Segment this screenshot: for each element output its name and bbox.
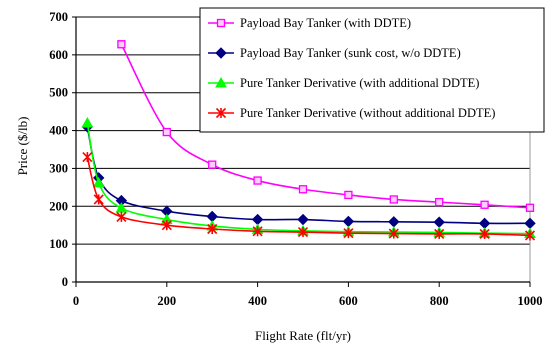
data-point <box>208 160 217 169</box>
series-0 <box>117 40 535 212</box>
y-tick-label: 400 <box>49 124 68 138</box>
y-tick-label: 700 <box>49 10 68 24</box>
y-axis-title: Price ($/lb) <box>15 117 30 176</box>
data-point <box>433 216 445 228</box>
legend-item: Pure Tanker Derivative (with additional … <box>208 76 479 90</box>
axes: 0 100 200 300 400 500 600 700 0 200 400 600 800 1000 <box>49 10 542 308</box>
data-point <box>93 194 104 205</box>
legend-marker <box>215 47 227 59</box>
data-point <box>524 230 536 241</box>
y-tick-label: 0 <box>62 275 68 289</box>
x-tick-label: 0 <box>73 294 79 308</box>
x-tick-label: 600 <box>339 294 358 308</box>
data-point <box>207 223 218 235</box>
y-tick-label: 300 <box>49 161 68 175</box>
x-axis-title: Flight Rate (flt/yr) <box>255 328 351 343</box>
legend-label: Pure Tanker Derivative (with additional … <box>240 76 479 90</box>
data-point <box>92 176 105 188</box>
data-point <box>343 228 354 239</box>
data-point <box>389 195 398 204</box>
data-point <box>117 40 126 49</box>
data-point <box>82 152 93 163</box>
legend-marker <box>216 18 226 28</box>
series-1 <box>81 121 536 230</box>
y-tick-label: 500 <box>49 86 68 100</box>
y-tick-label: 600 <box>49 48 68 62</box>
legend-marker <box>215 76 227 88</box>
x-tick-label: 1000 <box>518 294 543 308</box>
data-point <box>344 190 353 200</box>
data-point <box>297 213 309 226</box>
x-tick-label: 200 <box>157 294 176 308</box>
legend-marker <box>215 107 227 119</box>
data-point <box>81 116 94 128</box>
data-point <box>253 176 262 185</box>
data-point <box>162 127 171 137</box>
data-point <box>388 216 400 228</box>
data-point <box>297 226 309 238</box>
data-point <box>252 226 263 237</box>
legend-item: Payload Bay Tanker (sunk cost, w/o DDTE) <box>208 46 461 60</box>
series-3 <box>82 152 536 241</box>
data-point <box>115 202 128 213</box>
data-point <box>388 228 399 239</box>
data-point <box>478 217 491 230</box>
data-point <box>434 228 445 239</box>
legend-box <box>199 7 545 133</box>
y-tick-label: 200 <box>49 199 68 213</box>
series-line <box>120 43 531 209</box>
legend-item: Payload Bay Tanker (with DDTE) <box>208 16 411 30</box>
data-point <box>342 215 355 228</box>
legend-label: Payload Bay Tanker (sunk cost, w/o DDTE) <box>240 46 461 60</box>
legend-item: Pure Tanker Derivative (without addition… <box>208 106 495 120</box>
x-tick-label: 400 <box>248 294 267 308</box>
data-point <box>480 200 489 209</box>
series-group <box>81 40 536 241</box>
legend-label: Payload Bay Tanker (with DDTE) <box>240 16 411 30</box>
data-point <box>298 185 308 194</box>
legend: Payload Bay Tanker (with DDTE) Payload Ba… <box>199 7 545 133</box>
data-point <box>525 203 535 212</box>
data-point <box>251 213 264 226</box>
data-point <box>116 211 127 222</box>
y-tick-label: 100 <box>49 237 68 251</box>
series-line <box>86 156 531 237</box>
data-point <box>524 217 536 230</box>
series-line <box>86 122 531 235</box>
data-point <box>479 228 490 239</box>
data-point <box>161 220 172 231</box>
data-point <box>435 197 444 207</box>
legend-label: Pure Tanker Derivative (without addition… <box>240 106 495 120</box>
x-tick-label: 800 <box>430 294 449 308</box>
series-line <box>86 126 531 225</box>
